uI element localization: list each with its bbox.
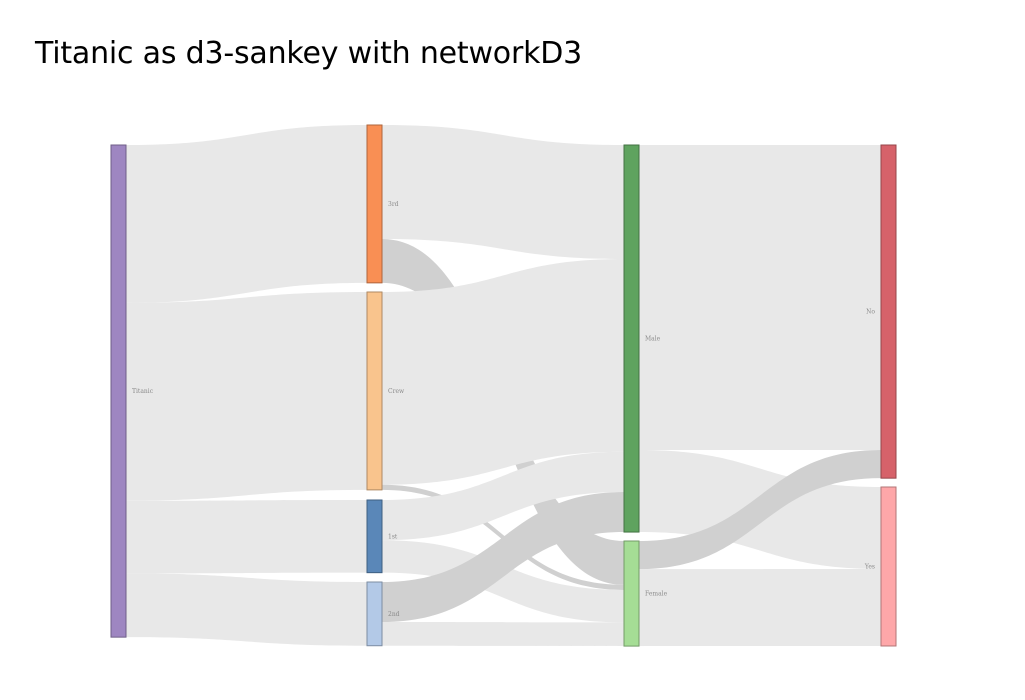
node-female[interactable] bbox=[623, 540, 640, 647]
node-1st[interactable] bbox=[366, 499, 383, 574]
node-label-yes: Yes bbox=[864, 563, 875, 570]
links-layer bbox=[126, 125, 881, 647]
node-3rd[interactable] bbox=[366, 124, 383, 284]
link-titanic-to-1st[interactable] bbox=[126, 500, 367, 574]
node-label-female: Female bbox=[645, 591, 668, 598]
page-title: Titanic as d3-sankey with networkD3 bbox=[35, 36, 583, 71]
nodes-layer bbox=[110, 124, 897, 647]
node-yes[interactable] bbox=[880, 486, 897, 647]
link-3rd-to-male[interactable] bbox=[382, 125, 624, 260]
node-label-3rd: 3rd bbox=[388, 201, 399, 208]
link-crew-to-male[interactable] bbox=[382, 259, 624, 485]
link-female-to-no[interactable] bbox=[639, 449, 881, 570]
node-label-male: Male bbox=[645, 336, 661, 343]
node-label-crew: Crew bbox=[388, 388, 405, 395]
link-male-to-no[interactable] bbox=[639, 145, 881, 450]
node-2nd[interactable] bbox=[366, 581, 383, 647]
labels-layer: Titanic 3rd Crew 1st 2nd Male Female No Yes bbox=[132, 201, 875, 618]
node-label-no: No bbox=[866, 309, 875, 316]
node-label-2nd: 2nd bbox=[388, 611, 400, 618]
link-titanic-to-crew[interactable] bbox=[126, 292, 367, 501]
node-titanic[interactable] bbox=[110, 144, 127, 638]
node-no[interactable] bbox=[880, 144, 897, 479]
node-label-titanic: Titanic bbox=[132, 388, 154, 395]
link-1st-to-female[interactable] bbox=[382, 540, 624, 623]
link-2nd-to-male[interactable] bbox=[382, 492, 624, 623]
link-titanic-to-2nd[interactable] bbox=[126, 573, 367, 646]
link-2nd-to-female[interactable] bbox=[382, 622, 624, 647]
node-crew[interactable] bbox=[366, 291, 383, 491]
node-male[interactable] bbox=[623, 144, 640, 533]
link-female-to-yes[interactable] bbox=[639, 569, 881, 647]
link-1st-to-male[interactable] bbox=[382, 451, 624, 541]
link-titanic-to-3rd[interactable] bbox=[126, 125, 367, 303]
node-label-1st: 1st bbox=[388, 533, 398, 540]
